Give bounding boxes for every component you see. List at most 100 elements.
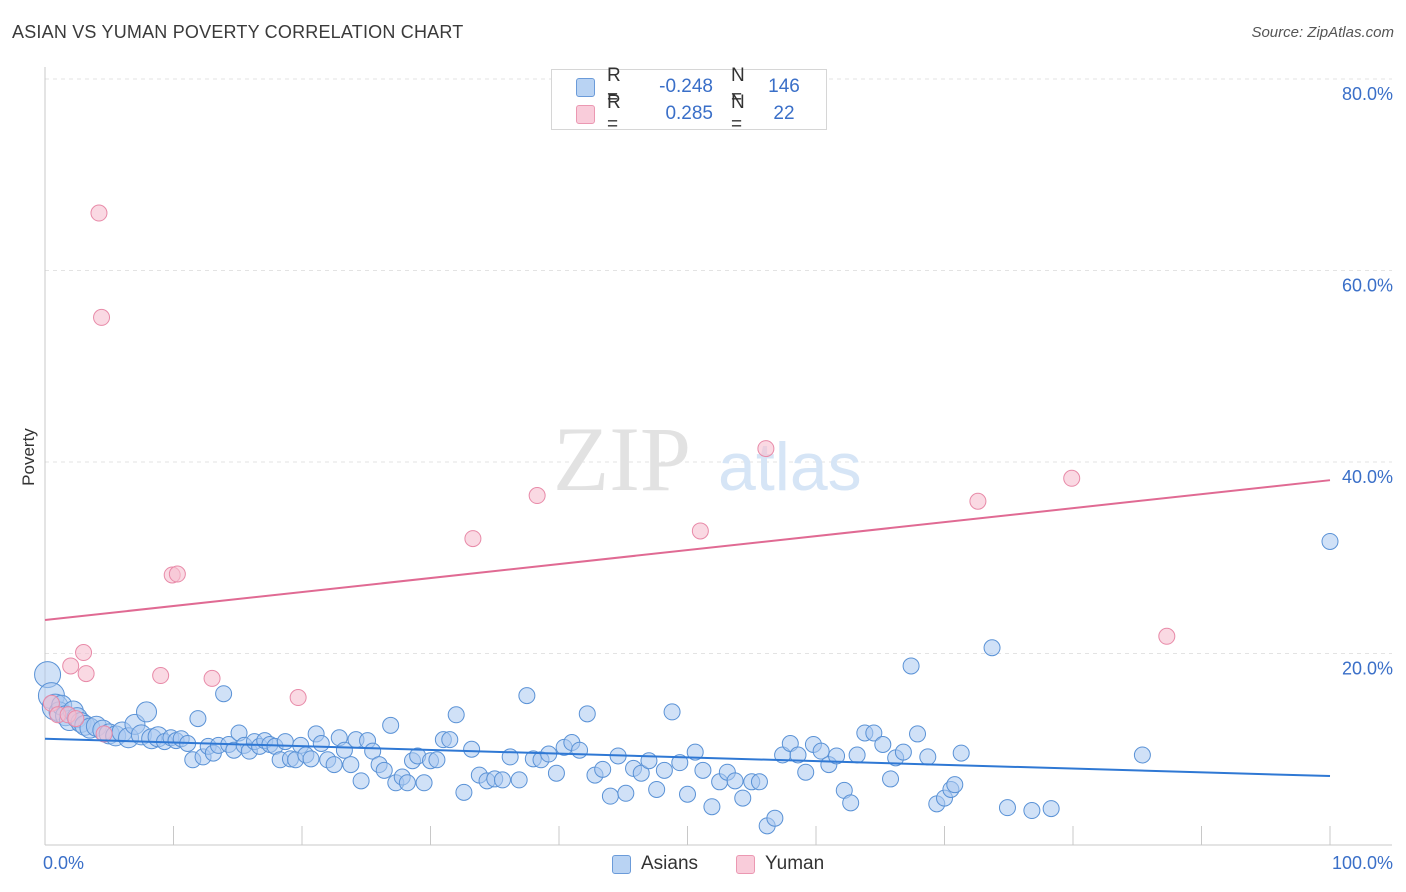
asians-point: [382, 716, 400, 734]
asians-point: [694, 761, 712, 779]
y-tick-label: 20.0%: [1342, 659, 1393, 679]
asians-point: [215, 685, 233, 703]
asians-point: [136, 701, 158, 723]
bottom-legend-asians: Asians: [612, 850, 698, 878]
asians-point: [601, 787, 619, 805]
asians-point: [1023, 802, 1041, 820]
asians-point: [1321, 532, 1339, 550]
asians-point: [463, 740, 481, 758]
asians-point: [1133, 746, 1151, 764]
asians-point: [594, 760, 612, 778]
asians-point: [894, 743, 912, 761]
n-label: N =: [731, 92, 745, 135]
asians-point: [441, 731, 459, 749]
n-value: 146: [768, 76, 800, 97]
asians-point: [571, 741, 589, 759]
asians-point: [493, 771, 511, 789]
asians-point: [919, 748, 937, 766]
asians-point: [455, 783, 473, 801]
asians-point: [789, 746, 807, 764]
bottom-legend-yuman: Yuman: [736, 850, 824, 878]
asians-point: [415, 774, 433, 792]
asians-point: [750, 773, 768, 791]
yuman-point: [969, 492, 987, 510]
yuman-point: [168, 565, 186, 583]
yuman-point: [93, 308, 111, 326]
asians-point: [909, 725, 927, 743]
yuman-legend-swatch: [736, 854, 755, 874]
asians-legend-swatch: [612, 854, 631, 874]
asians-point: [726, 772, 744, 790]
watermark: ZIP atlas: [553, 408, 862, 510]
asians-point: [828, 747, 846, 765]
asians-point: [902, 657, 920, 675]
asians-point: [842, 794, 860, 812]
axes: [44, 67, 1392, 846]
asians-swatch: [576, 77, 595, 97]
asians-point: [276, 733, 294, 751]
yuman-swatch: [576, 104, 595, 124]
yuman-legend-label: Yuman: [765, 853, 825, 874]
asians-point: [983, 639, 1001, 657]
asians-point: [189, 710, 207, 728]
asians-point: [578, 705, 596, 723]
chart-title: ASIAN VS YUMAN POVERTY CORRELATION CHART: [12, 22, 464, 42]
n-value: 22: [773, 103, 795, 124]
x-tick-labels: 0.0% 100.0%: [43, 853, 1393, 873]
asians-point: [655, 761, 673, 779]
asians-point: [617, 784, 635, 802]
asians-point: [302, 750, 320, 768]
y-tick-label: 60.0%: [1342, 276, 1393, 296]
gridlines: [45, 78, 1392, 654]
legend-row-yuman: R = 0.285 N = 22: [576, 92, 809, 135]
asians-point: [874, 735, 892, 753]
yuman-point: [75, 644, 93, 662]
asians-point: [352, 772, 370, 790]
asians-point: [946, 776, 964, 794]
asians-trend-line: [44, 737, 1331, 778]
asians-point: [447, 706, 465, 724]
yuman-point: [152, 667, 170, 685]
yuman-point: [203, 669, 221, 687]
asians-point: [632, 764, 650, 782]
asians-point: [312, 735, 330, 753]
asians-point: [998, 799, 1016, 817]
yuman-point: [67, 710, 85, 728]
yuman-point: [90, 204, 108, 222]
asians-point: [679, 785, 696, 803]
asians-point: [952, 744, 970, 762]
x-tick-label: 100.0%: [1332, 853, 1393, 873]
asians-point: [797, 763, 815, 781]
watermark-atlas: atlas: [718, 429, 862, 505]
asians-point: [648, 780, 666, 798]
asians-legend-label: Asians: [641, 853, 699, 874]
r-value: -0.248: [659, 76, 713, 97]
asians-point: [882, 770, 900, 788]
n-label: N =: [731, 65, 745, 108]
yuman-point: [289, 689, 307, 707]
asians-point: [510, 771, 528, 789]
yuman-trend-line: [44, 479, 1331, 621]
asians-point: [812, 742, 830, 760]
asians-point: [865, 724, 883, 742]
r-value: 0.285: [665, 103, 713, 124]
stats-legend: R = -0.248 N = 146 R = 0.285 N = 22: [551, 65, 827, 135]
r-label: R =: [607, 92, 621, 135]
watermark-zip: ZIP: [553, 408, 691, 510]
yuman-points: [42, 204, 1176, 743]
asians-point: [734, 789, 752, 807]
yuman-point: [464, 530, 482, 548]
asians-point: [671, 754, 689, 772]
asians-point: [335, 741, 353, 759]
source-label: Source: ZipAtlas.com: [1251, 24, 1394, 41]
asians-point: [547, 764, 565, 782]
yuman-point: [1158, 627, 1176, 645]
r-label: R =: [607, 65, 621, 108]
yuman-point: [691, 522, 709, 540]
yuman-point: [757, 440, 775, 458]
asians-point: [848, 746, 866, 764]
asians-point: [766, 809, 784, 827]
asians-point: [375, 761, 393, 779]
yuman-point: [528, 487, 546, 505]
